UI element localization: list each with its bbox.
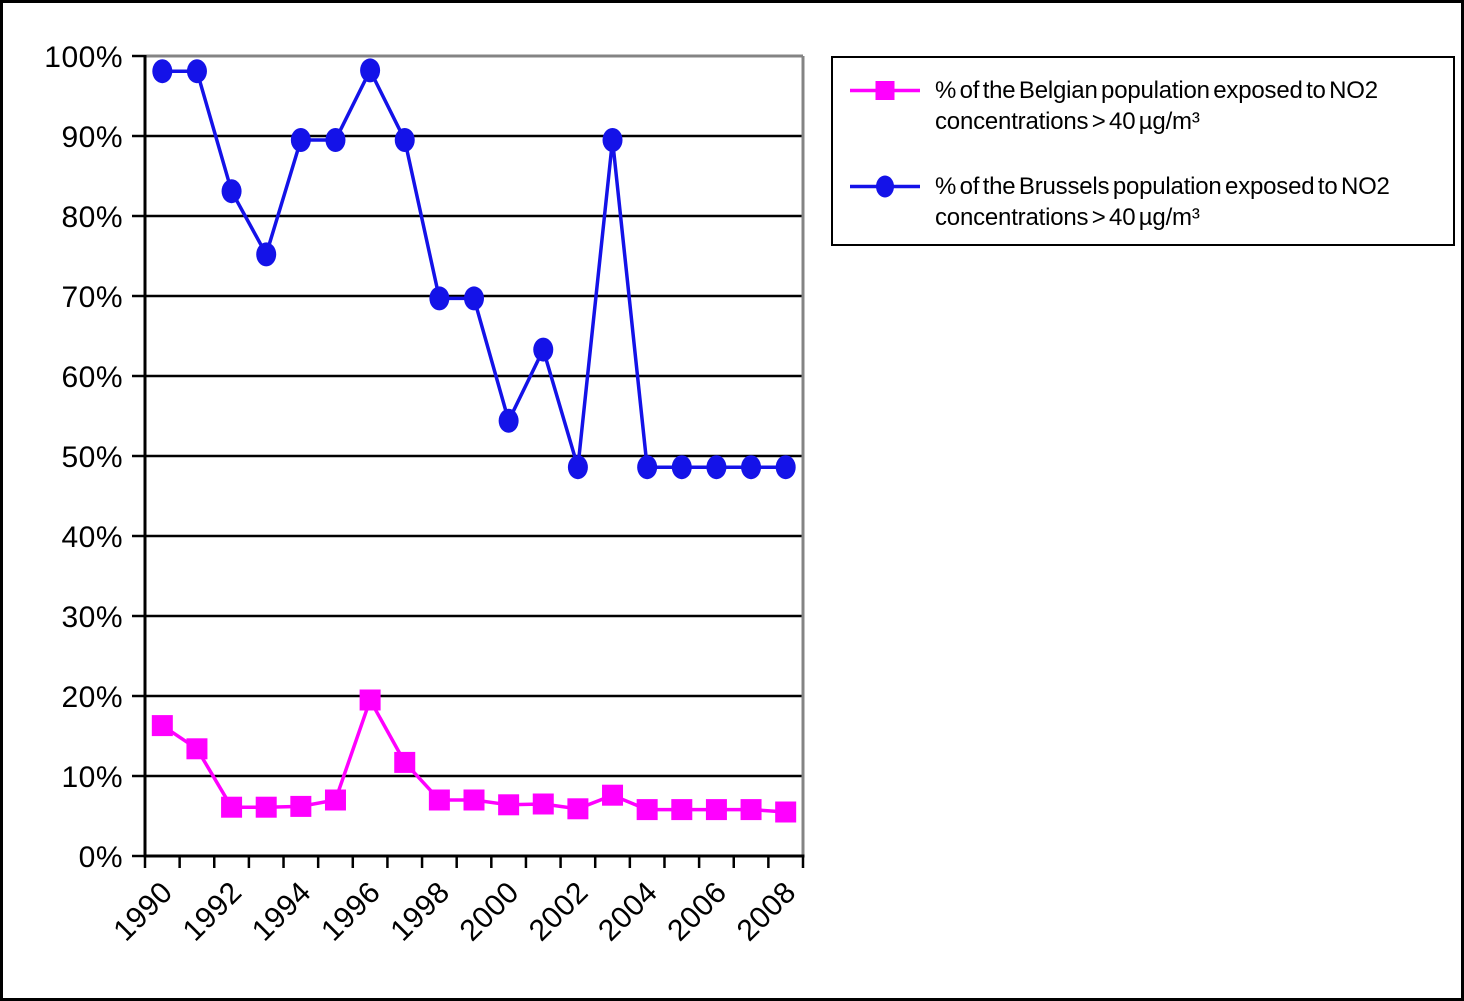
data-point-brussels-1992: [221, 179, 242, 204]
data-point-brussels-1993: [256, 242, 277, 267]
data-point-belgian-1994: [290, 795, 312, 817]
data-point-belgian-2005: [671, 799, 693, 821]
data-point-brussels-1990: [152, 59, 173, 84]
data-point-belgian-2003: [602, 784, 624, 806]
data-point-brussels-2006: [706, 455, 727, 480]
x-axis-label: 1998: [384, 876, 456, 948]
data-point-belgian-2007: [740, 799, 762, 821]
y-axis-label: 50%: [61, 441, 123, 474]
data-point-belgian-1996: [359, 689, 381, 711]
data-point-brussels-2002: [567, 455, 588, 480]
data-point-brussels-1997: [394, 128, 415, 152]
data-point-belgian-2006: [705, 799, 727, 821]
data-point-brussels-1999: [464, 286, 484, 311]
x-axis-label: 2000: [454, 876, 526, 948]
data-point-belgian-1993: [255, 796, 277, 818]
data-point-brussels-2008: [775, 455, 796, 480]
x-axis-label: 1994: [246, 876, 318, 948]
data-point-belgian-1999: [463, 789, 485, 811]
data-point-brussels-1998: [429, 286, 450, 311]
x-axis-label: 2002: [523, 876, 595, 948]
legend-label-brussels: % of the Brussels population exposed to …: [935, 173, 1390, 231]
series-brussels-line: [162, 66, 786, 469]
y-axis-label: 70%: [61, 281, 123, 314]
y-axis-label: 60%: [61, 361, 123, 394]
y-axis-label: 20%: [61, 681, 123, 714]
y-axis-label: 90%: [61, 121, 123, 154]
data-point-belgian-2008: [775, 801, 797, 823]
legend-marker-circle: [850, 175, 920, 198]
x-axis-label: 1992: [177, 876, 249, 948]
x-axis-label: 2006: [661, 876, 733, 948]
data-point-brussels-2007: [741, 455, 762, 480]
data-point-belgian-1992: [221, 796, 243, 818]
data-point-belgian-1998: [428, 789, 450, 811]
chart-legend: % of the Belgian population exposed to N…: [831, 56, 1455, 246]
data-point-brussels-2005: [671, 455, 692, 480]
x-axis-label: 1996: [315, 876, 387, 948]
data-point-brussels-2001: [533, 337, 554, 362]
y-axis-label: 100%: [44, 41, 123, 74]
data-point-brussels-1995: [325, 128, 346, 152]
data-point-belgian-2004: [636, 799, 658, 821]
data-point-brussels-2000: [498, 408, 519, 433]
line-chart-plot: 0%10%20%30%40%50%60%70%80%90%100%1990199…: [44, 41, 805, 948]
data-point-brussels-1991: [186, 59, 207, 84]
y-axis-label: 10%: [61, 761, 123, 794]
legend-label-belgian: % of the Belgian population exposed to N…: [935, 77, 1378, 135]
data-point-belgian-2000: [498, 794, 520, 816]
x-axis-label: 2008: [731, 876, 803, 948]
legend-square-icon: [875, 81, 895, 100]
legend-entry-brussels: % of the Brussels population exposed to …: [849, 171, 1443, 233]
x-axis-label: 1990: [107, 876, 179, 948]
data-point-belgian-1995: [324, 789, 346, 811]
data-point-brussels-1994: [290, 128, 311, 152]
data-point-belgian-2001: [532, 793, 554, 815]
y-axis-label: 80%: [61, 201, 123, 234]
data-point-belgian-1991: [186, 738, 208, 760]
data-point-brussels-2004: [637, 455, 658, 480]
x-axis-label: 2004: [592, 876, 664, 948]
data-point-belgian-2002: [567, 798, 589, 820]
data-point-brussels-1996: [360, 58, 381, 83]
y-axis-label: 0%: [79, 841, 123, 874]
y-axis-label: 30%: [61, 601, 123, 634]
data-point-belgian-1997: [394, 751, 416, 773]
data-point-belgian-1990: [151, 715, 173, 737]
legend-circle-icon: [876, 175, 894, 198]
y-axis-label: 40%: [61, 521, 123, 554]
legend-marker-square: [850, 81, 920, 100]
legend-entry-belgian: % of the Belgian population exposed to N…: [849, 75, 1443, 137]
data-point-brussels-2003: [602, 128, 623, 152]
